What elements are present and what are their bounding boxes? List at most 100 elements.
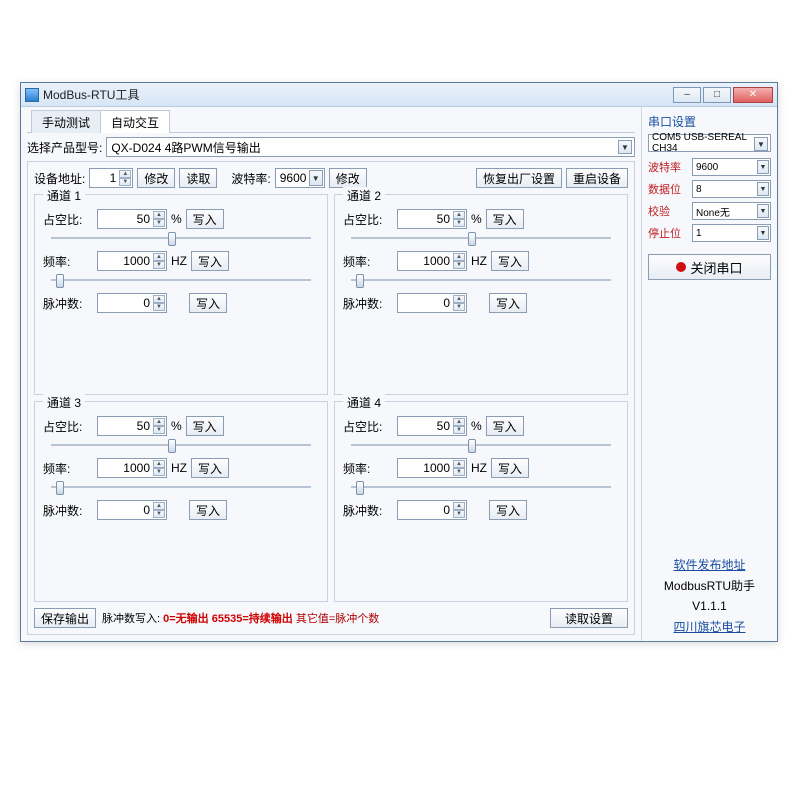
freq-slider[interactable] [51, 273, 311, 287]
side-baud-label: 波特率 [648, 159, 690, 175]
pulse-legend: 脉冲数写入: 0=无输出 65535=持续输出 其它值=脉冲个数 [102, 610, 544, 626]
write-pulse-button[interactable]: 写入 [489, 293, 527, 313]
pulse-input[interactable]: 0▲▼ [97, 293, 167, 313]
pulse-label: 脉冲数: [43, 502, 93, 519]
chevron-down-icon: ▼ [618, 140, 632, 154]
chevron-down-icon: ▼ [757, 204, 769, 218]
duty-label: 占空比: [343, 211, 393, 228]
side-parity-select[interactable]: None无 ▼ [692, 202, 771, 220]
spinner-arrows-icon[interactable]: ▲▼ [453, 460, 465, 476]
duty-input[interactable]: 50▲▼ [97, 209, 167, 229]
device-addr-label: 设备地址: [34, 170, 85, 187]
read-settings-button[interactable]: 读取设置 [550, 608, 628, 628]
freq-slider[interactable] [51, 480, 311, 494]
freq-label: 频率: [343, 460, 393, 477]
duty-slider[interactable] [51, 231, 311, 245]
version-label: V1.1.1 [648, 596, 771, 616]
spinner-arrows-icon[interactable]: ▲▼ [153, 253, 165, 269]
pulse-input[interactable]: 0▲▼ [97, 500, 167, 520]
tab-bar: 手动测试 自动交互 [27, 111, 635, 133]
pulse-label: 脉冲数: [43, 295, 93, 312]
spinner-arrows-icon[interactable]: ▲▼ [153, 211, 165, 227]
read-addr-button[interactable]: 读取 [179, 168, 217, 188]
write-duty-button[interactable]: 写入 [186, 209, 224, 229]
write-duty-button[interactable]: 写入 [186, 416, 224, 436]
baud-label: 波特率: [231, 170, 270, 187]
save-output-button[interactable]: 保存输出 [34, 608, 96, 628]
port-select[interactable]: COM5 USB-SEREAL CH34 ▼ [648, 134, 771, 152]
channel-box-4: 通道 4 占空比: 50▲▼ % 写入 频率: 1000▲▼ HZ 写入 脉冲数… [334, 401, 628, 602]
write-duty-button[interactable]: 写入 [486, 209, 524, 229]
side-stop-select[interactable]: 1 ▼ [692, 224, 771, 242]
duty-input[interactable]: 50▲▼ [97, 416, 167, 436]
write-pulse-button[interactable]: 写入 [189, 500, 227, 520]
product-select[interactable]: QX-D024 4路PWM信号输出 ▼ [106, 137, 635, 157]
maximize-button[interactable]: □ [703, 87, 731, 103]
duty-slider[interactable] [51, 438, 311, 452]
duty-label: 占空比: [43, 418, 93, 435]
pulse-label: 脉冲数: [343, 502, 393, 519]
duty-input[interactable]: 50▲▼ [397, 209, 467, 229]
reboot-button[interactable]: 重启设备 [566, 168, 628, 188]
spinner-arrows-icon[interactable]: ▲▼ [453, 211, 465, 227]
channel-title: 通道 3 [43, 394, 85, 411]
side-data-select[interactable]: 8 ▼ [692, 180, 771, 198]
channel-grid: 通道 1 占空比: 50▲▼ % 写入 频率: 1000▲▼ HZ 写入 脉冲数… [34, 194, 628, 602]
close-port-button[interactable]: 关闭串口 [648, 254, 771, 280]
modify-baud-button[interactable]: 修改 [329, 168, 367, 188]
duty-input[interactable]: 50▲▼ [397, 416, 467, 436]
pulse-input[interactable]: 0▲▼ [397, 293, 467, 313]
device-addr-input[interactable]: 1 ▲▼ [89, 168, 133, 188]
duty-unit: % [171, 212, 182, 226]
channel-title: 通道 2 [343, 187, 385, 204]
freq-input[interactable]: 1000▲▼ [97, 251, 167, 271]
write-pulse-button[interactable]: 写入 [489, 500, 527, 520]
duty-label: 占空比: [343, 418, 393, 435]
write-freq-button[interactable]: 写入 [191, 458, 229, 478]
spinner-arrows-icon[interactable]: ▲▼ [119, 170, 131, 186]
spinner-arrows-icon[interactable]: ▲▼ [453, 418, 465, 434]
vendor-link[interactable]: 四川旗芯电子 [648, 617, 771, 637]
write-duty-button[interactable]: 写入 [486, 416, 524, 436]
serial-panel: 串口设置 COM5 USB-SEREAL CH34 ▼ 波特率 9600 ▼ 数… [641, 107, 777, 641]
channel-title: 通道 4 [343, 394, 385, 411]
spinner-arrows-icon[interactable]: ▲▼ [153, 295, 165, 311]
release-link[interactable]: 软件发布地址 [648, 555, 771, 575]
close-button[interactable]: ✕ [733, 87, 773, 103]
freq-label: 频率: [343, 253, 393, 270]
spinner-arrows-icon[interactable]: ▲▼ [453, 502, 465, 518]
write-freq-button[interactable]: 写入 [491, 458, 529, 478]
freq-input[interactable]: 1000▲▼ [97, 458, 167, 478]
freq-slider[interactable] [351, 273, 611, 287]
spinner-arrows-icon[interactable]: ▲▼ [453, 253, 465, 269]
side-baud-select[interactable]: 9600 ▼ [692, 158, 771, 176]
minimize-button[interactable]: – [673, 87, 701, 103]
modify-addr-button[interactable]: 修改 [137, 168, 175, 188]
chevron-down-icon: ▼ [757, 182, 769, 196]
freq-unit: HZ [471, 254, 487, 268]
chevron-down-icon: ▼ [757, 160, 769, 174]
write-freq-button[interactable]: 写入 [191, 251, 229, 271]
freq-unit: HZ [171, 254, 187, 268]
duty-slider[interactable] [351, 438, 611, 452]
spinner-arrows-icon[interactable]: ▲▼ [153, 502, 165, 518]
product-label: 选择产品型号: [27, 139, 102, 156]
tab-manual[interactable]: 手动测试 [31, 110, 101, 133]
spinner-arrows-icon[interactable]: ▲▼ [153, 418, 165, 434]
tab-auto[interactable]: 自动交互 [100, 110, 170, 133]
spinner-arrows-icon[interactable]: ▲▼ [453, 295, 465, 311]
freq-input[interactable]: 1000▲▼ [397, 458, 467, 478]
freq-label: 频率: [43, 253, 93, 270]
write-pulse-button[interactable]: 写入 [189, 293, 227, 313]
spinner-arrows-icon[interactable]: ▲▼ [153, 460, 165, 476]
write-freq-button[interactable]: 写入 [491, 251, 529, 271]
restore-button[interactable]: 恢复出厂设置 [476, 168, 562, 188]
duty-unit: % [471, 419, 482, 433]
freq-slider[interactable] [351, 480, 611, 494]
freq-input[interactable]: 1000▲▼ [397, 251, 467, 271]
device-row: 设备地址: 1 ▲▼ 修改 读取 波特率: 9600 ▼ 修改 恢复出厂设置 [34, 168, 628, 188]
pulse-input[interactable]: 0▲▼ [397, 500, 467, 520]
duty-slider[interactable] [351, 231, 611, 245]
side-stop-label: 停止位 [648, 225, 690, 241]
baud-select[interactable]: 9600 ▼ [275, 168, 325, 188]
